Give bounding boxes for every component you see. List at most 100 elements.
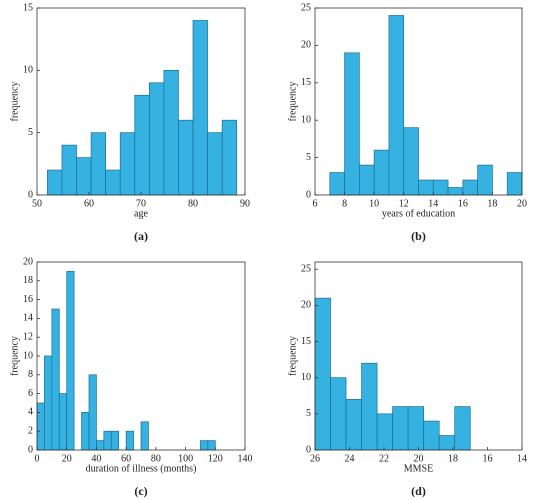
bar	[388, 15, 405, 196]
y-axis-label: frequency	[287, 82, 298, 122]
x-tick-label: 20	[414, 453, 424, 464]
bar	[345, 399, 362, 451]
x-tick-label: 14	[517, 453, 527, 464]
x-tick-label: 140	[238, 453, 253, 464]
bar	[359, 164, 375, 196]
bar	[134, 94, 150, 196]
x-tick-label: 6	[313, 198, 318, 209]
y-tick-label: 10	[301, 114, 311, 125]
y-tick-label: 25	[301, 2, 311, 13]
bar	[403, 127, 419, 196]
x-tick-label: 20	[517, 198, 527, 209]
bar	[76, 157, 92, 196]
y-tick-label: 0	[306, 189, 311, 200]
x-tick-label: 20	[62, 453, 72, 464]
bar	[61, 144, 77, 196]
x-axis-label: MMSE	[404, 463, 433, 474]
bar	[407, 406, 425, 451]
x-tick-label: 22	[379, 453, 389, 464]
y-tick-label: 4	[28, 407, 33, 418]
bar	[66, 271, 75, 451]
bar	[44, 355, 53, 451]
x-tick-label: 18	[448, 453, 458, 464]
y-tick-label: 10	[23, 350, 33, 361]
x-tick-label: 12	[399, 198, 409, 209]
bar	[96, 440, 105, 451]
y-tick-label: 5	[306, 408, 311, 419]
x-tick-label: 100	[178, 453, 193, 464]
y-tick-label: 8	[28, 369, 33, 380]
bar	[200, 440, 209, 451]
bar	[438, 435, 456, 451]
bar	[163, 69, 179, 196]
bar	[423, 420, 440, 451]
bar	[207, 132, 223, 196]
bar	[221, 119, 238, 196]
x-tick-label: 16	[483, 453, 493, 464]
x-tick-label: 14	[428, 198, 438, 209]
x-tick-label: 16	[458, 198, 468, 209]
bar	[140, 421, 149, 451]
bar	[314, 297, 331, 451]
x-tick-label: 0	[35, 453, 40, 464]
y-tick-label: 5	[28, 127, 33, 138]
x-tick-label: 120	[208, 453, 223, 464]
caption: (a)	[134, 229, 148, 243]
x-tick-label: 60	[84, 198, 94, 209]
y-tick-label: 25	[301, 264, 311, 275]
bar	[119, 132, 136, 196]
y-axis-label: frequency	[9, 82, 20, 122]
bar	[90, 132, 106, 196]
bar	[344, 52, 360, 196]
y-tick-label: 2	[28, 425, 33, 436]
x-tick-label: 18	[487, 198, 497, 209]
y-tick-label: 6	[28, 388, 33, 399]
y-tick-label: 20	[23, 256, 33, 267]
x-axis-label: duration of illness (months)	[86, 463, 197, 474]
caption: (d)	[411, 484, 426, 498]
bar	[207, 440, 216, 451]
bar	[125, 430, 134, 451]
y-tick-label: 15	[301, 336, 311, 347]
bar	[110, 430, 120, 451]
bar	[418, 179, 434, 196]
y-tick-label: 16	[23, 294, 33, 305]
bar	[47, 169, 63, 196]
bar	[432, 179, 449, 196]
y-tick-label: 5	[306, 152, 311, 163]
x-tick-label: 8	[342, 198, 347, 209]
y-tick-label: 10	[301, 372, 311, 383]
bar	[51, 308, 60, 451]
bar	[330, 377, 347, 451]
bar	[58, 393, 68, 451]
y-tick-label: 20	[301, 300, 311, 311]
x-tick-label: 80	[151, 453, 161, 464]
bar	[329, 172, 345, 196]
bar	[462, 179, 478, 196]
bar	[36, 402, 45, 451]
x-tick-label: 10	[369, 198, 379, 209]
y-tick-label: 14	[23, 313, 33, 324]
y-tick-label: 0	[28, 444, 33, 455]
caption: (c)	[134, 484, 147, 498]
bar	[361, 362, 378, 451]
caption: (b)	[411, 229, 426, 243]
x-axis-label: years of education	[382, 208, 455, 219]
bar	[105, 169, 121, 196]
y-tick-label: 12	[23, 331, 33, 342]
y-tick-label: 15	[301, 77, 311, 88]
x-tick-label: 50	[32, 198, 42, 209]
y-tick-label: 15	[23, 2, 33, 13]
bar	[447, 187, 464, 196]
x-axis-label: age	[134, 208, 148, 219]
bar	[148, 82, 165, 196]
bar	[88, 374, 97, 451]
y-axis-label: frequency	[9, 336, 20, 376]
axes-frame	[314, 7, 523, 196]
bar	[192, 20, 208, 196]
y-tick-label: 0	[28, 189, 33, 200]
bar	[103, 430, 112, 451]
x-tick-label: 60	[121, 453, 131, 464]
x-tick-label: 80	[188, 198, 198, 209]
